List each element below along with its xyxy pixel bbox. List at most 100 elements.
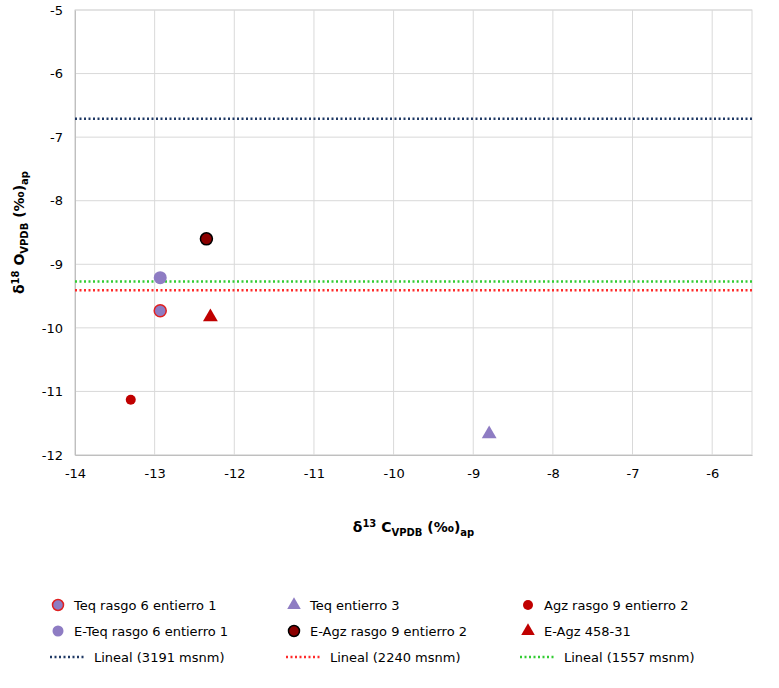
- grid-line-y: [75, 73, 752, 74]
- legend-marker: [287, 597, 301, 609]
- y-tick-label: -5: [50, 3, 63, 18]
- y-tick: -10: [42, 321, 75, 336]
- legend-marker: [289, 626, 300, 637]
- axis-title-part: (‰): [11, 185, 27, 223]
- x-tick-label: -13: [145, 466, 166, 481]
- trend-line: [75, 289, 752, 292]
- axis-title-part: O: [11, 254, 27, 271]
- legend-item: E-Agz rasgo 9 entierro 2: [289, 624, 468, 639]
- grid-line-x: [154, 10, 155, 455]
- y-tick-label: -6: [50, 66, 63, 81]
- y-tick-label: -7: [50, 130, 63, 145]
- y-tick-label: -12: [42, 448, 63, 463]
- legend-label: Lineal (2240 msnm): [330, 650, 461, 665]
- x-tick-label: -6: [706, 466, 719, 481]
- x-tick: -13: [145, 455, 166, 481]
- y-tick: -12: [42, 448, 75, 463]
- grid-line-y: [75, 264, 752, 265]
- grid-line-x: [393, 10, 394, 455]
- grid-line-x: [313, 10, 314, 455]
- grid-line-x: [552, 10, 553, 455]
- axis-title-part: ap: [460, 527, 474, 538]
- grid-line-x: [473, 10, 474, 455]
- x-tick-label: -14: [65, 466, 86, 481]
- grid-line-y: [75, 391, 752, 392]
- y-tick: -8: [50, 193, 75, 208]
- legend-line: [286, 656, 322, 659]
- x-tick-label: -10: [383, 466, 404, 481]
- grid-line-y: [75, 327, 752, 328]
- x-axis-line: [76, 455, 753, 456]
- x-tick-label: -8: [547, 466, 560, 481]
- legend-label: Agz rasgo 9 entierro 2: [544, 598, 688, 613]
- legend-marker: [521, 623, 535, 635]
- trend-line: [75, 280, 752, 283]
- y-tick: -6: [50, 66, 75, 81]
- axis-title-part: δ: [353, 519, 363, 535]
- legend-item: Lineal (3191 msnm): [50, 650, 225, 665]
- y-tick: -11: [42, 384, 75, 399]
- legend-label: Lineal (3191 msnm): [94, 650, 225, 665]
- y-tick-label: -11: [42, 384, 63, 399]
- legend-item: Lineal (1557 msnm): [520, 650, 695, 665]
- x-axis: -14 -13 -12 -11 -10 -9 -8 -7 -6: [65, 455, 753, 481]
- legend-marker: [53, 600, 64, 611]
- legend-marker: [523, 600, 533, 610]
- point: [200, 233, 212, 245]
- y-axis-line: [75, 11, 76, 456]
- x-tick: -12: [224, 455, 245, 481]
- axis-title-part: 13: [362, 518, 376, 529]
- legend-item: Teq rasgo 6 entierro 1: [53, 598, 217, 613]
- x-tick: -14: [65, 455, 86, 481]
- point: [482, 425, 497, 438]
- legend-marker: [53, 626, 64, 637]
- x-tick-label: -12: [224, 466, 245, 481]
- legend-item: E-Agz 458-31: [521, 623, 631, 638]
- grid-line-x: [234, 10, 235, 455]
- axis-title-part: VPDB: [391, 527, 422, 538]
- point: [154, 271, 167, 284]
- grid-line-y: [75, 200, 752, 201]
- axis-title-part: ap: [19, 171, 30, 185]
- grid-line-x: [632, 10, 633, 455]
- chart: -14 -13 -12 -11 -10 -9 -8 -7 -6 -12 -11 -10 -9 -8 -7 -6…: [0, 0, 779, 688]
- x-tick: -10: [383, 455, 404, 481]
- y-tick-label: -8: [50, 193, 63, 208]
- point: [154, 305, 166, 317]
- legend: Teq rasgo 6 entierro 1 Teq entierro 3 Agz …: [50, 597, 695, 664]
- x-tick: -6: [706, 455, 719, 481]
- x-tick: -11: [304, 455, 325, 481]
- axis-title-part: C: [376, 519, 391, 535]
- grid-line-x: [712, 10, 713, 455]
- axis-title-part: 18: [10, 270, 21, 284]
- axis-title-part: VPDB: [19, 223, 30, 254]
- plot-area: [75, 119, 752, 439]
- legend-item: Lineal (2240 msnm): [286, 650, 461, 665]
- legend-line: [50, 656, 86, 659]
- legend-item: E-Teq rasgo 6 entierro 1: [53, 624, 229, 639]
- plot-frame: [75, 10, 752, 455]
- y-tick-label: -9: [50, 257, 63, 272]
- legend-label: Teq rasgo 6 entierro 1: [73, 598, 216, 613]
- y-tick: -9: [50, 257, 75, 272]
- x-tick-label: -7: [627, 466, 640, 481]
- legend-label: Teq entierro 3: [309, 598, 400, 613]
- x-tick: -8: [547, 455, 560, 481]
- legend-label: E-Agz rasgo 9 entierro 2: [310, 624, 467, 639]
- legend-label: E-Agz 458-31: [544, 624, 631, 639]
- x-tick-label: -11: [304, 466, 325, 481]
- axis-title-part: (‰): [422, 519, 460, 535]
- x-tick: -9: [467, 455, 480, 481]
- y-tick-label: -10: [42, 321, 63, 336]
- axis-title-part: δ: [11, 284, 27, 294]
- point: [203, 308, 218, 321]
- y-tick: -5: [50, 3, 75, 18]
- y-tick: -7: [50, 130, 75, 145]
- grid: [75, 10, 752, 455]
- legend-line: [520, 656, 556, 659]
- y-axis: -12 -11 -10 -9 -8 -7 -6 -5: [42, 3, 76, 463]
- trend-line: [75, 117, 752, 120]
- x-axis-title: δ13 CVPDB (‰)ap: [353, 518, 474, 538]
- x-tick-label: -9: [467, 466, 480, 481]
- legend-label: E-Teq rasgo 6 entierro 1: [74, 624, 228, 639]
